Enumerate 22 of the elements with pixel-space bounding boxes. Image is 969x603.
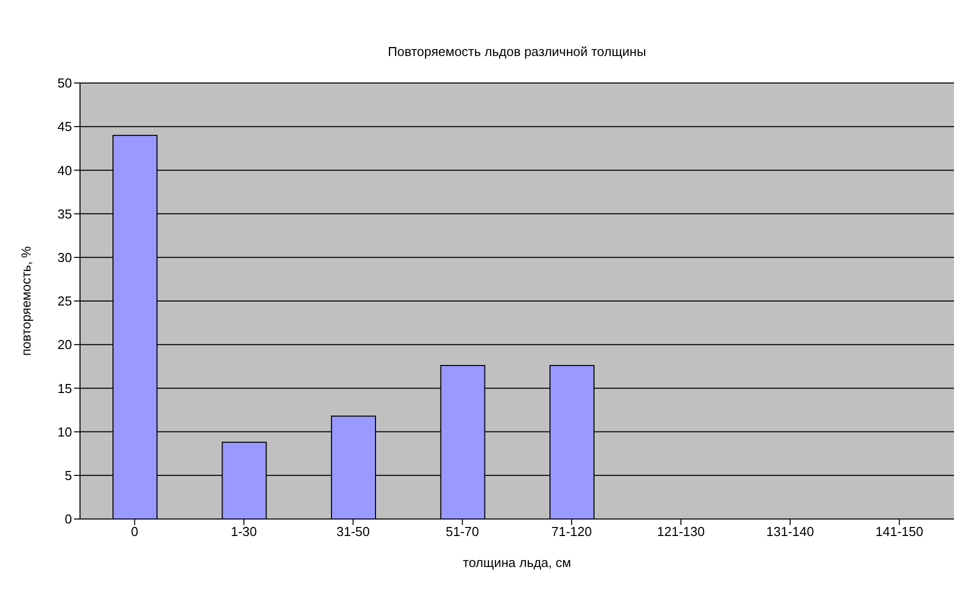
x-tick-label: 51-70 [446, 524, 479, 540]
y-tick-label: 45 [58, 119, 72, 134]
y-tick-label: 40 [58, 162, 72, 178]
y-tick-label: 30 [58, 250, 72, 266]
y-tick-label: 5 [64, 468, 72, 484]
y-tick-label: 25 [58, 294, 72, 309]
y-axis-title: повторяемость, % [18, 246, 34, 356]
y-tick-label: 15 [58, 380, 72, 396]
x-tick-label: 0 [131, 524, 138, 540]
chart-title: Повторяемость льдов различной толщины [386, 44, 648, 59]
y-tick-label: 0 [64, 512, 72, 527]
x-tick-label: 1-30 [230, 524, 257, 540]
x-tick-label: 31-50 [336, 524, 370, 540]
x-tick-label: 131-140 [766, 524, 814, 540]
y-tick-label: 10 [58, 424, 72, 440]
x-tick-label: 121-130 [657, 524, 705, 540]
y-tick-label: 35 [58, 206, 72, 222]
x-tick-label: 141-150 [876, 524, 924, 540]
x-axis-title: толщина льда, см [462, 555, 572, 570]
x-tick-label: 71-120 [551, 524, 592, 540]
y-tick-label: 20 [58, 337, 72, 352]
y-tick-label: 50 [58, 76, 72, 91]
